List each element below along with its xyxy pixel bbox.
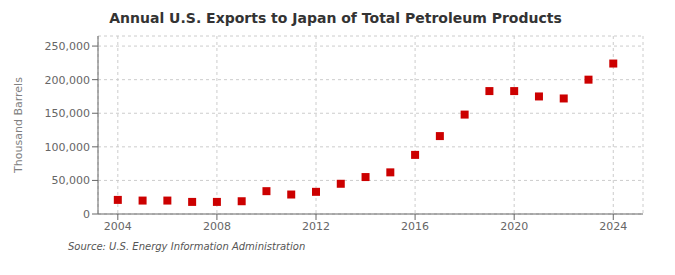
svg-text:150,000: 150,000 [45,107,91,120]
svg-text:2008: 2008 [203,220,231,233]
svg-text:100,000: 100,000 [45,141,91,154]
html-text:Source: U.S. Energy Informatio: Source: U.S. Energy Information Administ… [68,241,306,252]
svg-text:Thousand Barrels: Thousand Barrels [12,77,25,174]
svg-text:2016: 2016 [401,220,429,233]
svg-text:2004: 2004 [104,220,132,233]
svg-text:0: 0 [83,208,90,221]
svg-text:2012: 2012 [302,220,330,233]
html-text:Annual U.S. Exports to Japan o: Annual U.S. Exports to Japan of Total Pe… [109,10,562,26]
svg-text:250,000: 250,000 [45,40,91,53]
svg-text:2024: 2024 [599,220,627,233]
svg-text:50,000: 50,000 [52,174,91,187]
svg-text:2020: 2020 [500,220,528,233]
svg-text:200,000: 200,000 [45,74,91,87]
